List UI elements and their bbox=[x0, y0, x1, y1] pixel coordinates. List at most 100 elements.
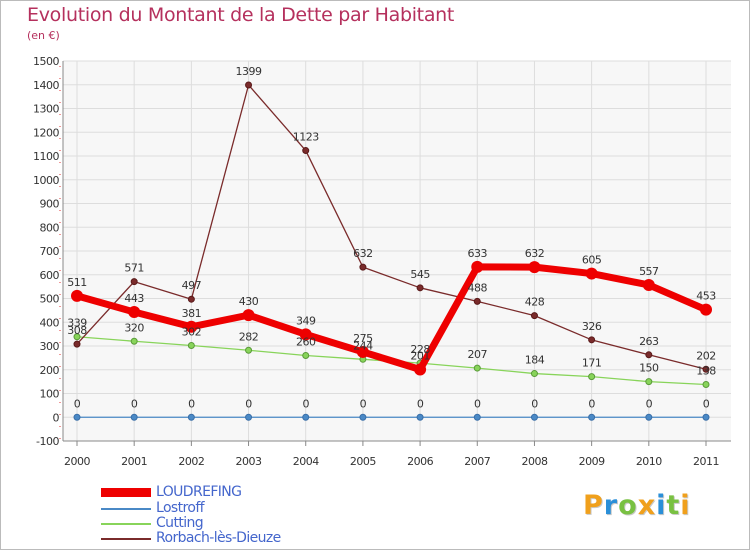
x-tick-label: 2001 bbox=[121, 455, 147, 468]
data-point bbox=[242, 309, 255, 322]
data-point bbox=[359, 413, 367, 421]
x-tick-label: 2009 bbox=[579, 455, 605, 468]
data-label: 453 bbox=[696, 290, 716, 303]
data-label: 150 bbox=[639, 362, 659, 375]
y-tick-label: 500 bbox=[40, 293, 60, 306]
data-point bbox=[130, 337, 138, 345]
chart-title: Evolution du Montant de la Dette par Hab… bbox=[27, 4, 455, 26]
data-point bbox=[530, 370, 538, 378]
legend-swatch bbox=[101, 488, 151, 497]
data-label: 263 bbox=[639, 335, 659, 348]
data-point bbox=[302, 352, 310, 359]
legend-label: LOUDREFING bbox=[156, 484, 242, 500]
data-label: 381 bbox=[182, 307, 202, 320]
data-point bbox=[588, 413, 596, 421]
data-label: 326 bbox=[582, 320, 602, 333]
data-point bbox=[73, 333, 81, 341]
y-tick-label: 1100 bbox=[33, 150, 59, 163]
data-point bbox=[416, 284, 424, 292]
data-label: 228 bbox=[410, 343, 430, 356]
y-tick-label: 1300 bbox=[33, 103, 59, 116]
data-label: 282 bbox=[239, 330, 259, 343]
data-point bbox=[130, 278, 138, 286]
data-label: 202 bbox=[696, 349, 716, 362]
series-line bbox=[73, 263, 710, 374]
chart-subtitle: (en €) bbox=[27, 29, 60, 42]
data-point bbox=[473, 413, 481, 421]
data-label: 184 bbox=[525, 354, 545, 367]
data-label: 497 bbox=[182, 279, 202, 292]
data-label: 511 bbox=[67, 276, 87, 289]
data-label: 138 bbox=[696, 364, 716, 377]
data-label: 0 bbox=[703, 397, 710, 410]
series-rorbach-les-dieuze bbox=[73, 81, 710, 373]
data-point bbox=[73, 340, 81, 348]
data-label: 545 bbox=[410, 268, 430, 281]
data-point bbox=[416, 413, 424, 421]
data-label: 260 bbox=[296, 336, 316, 349]
data-label: 0 bbox=[74, 397, 81, 410]
data-point bbox=[73, 413, 81, 421]
data-label: 302 bbox=[182, 326, 202, 339]
data-point bbox=[302, 413, 310, 421]
x-tick-label: 2003 bbox=[236, 455, 262, 468]
data-point bbox=[700, 303, 712, 316]
data-point bbox=[185, 320, 198, 333]
logo-letter: x bbox=[637, 490, 657, 521]
data-label: 428 bbox=[525, 296, 545, 309]
data-point bbox=[702, 365, 710, 373]
data-point bbox=[187, 342, 195, 350]
x-tick-label: 2010 bbox=[636, 455, 662, 468]
data-label: 443 bbox=[124, 292, 144, 305]
logo-letter: P bbox=[583, 490, 604, 521]
data-point bbox=[245, 346, 253, 354]
data-labels: 0 0 0 0 0 0 0 0 0 0 0 0 339 320 302 282 260 244 228 207 184 1… bbox=[67, 65, 716, 410]
data-point bbox=[128, 306, 141, 319]
legend-swatch bbox=[101, 538, 151, 540]
logo-letter: r bbox=[603, 490, 619, 521]
y-tick-label: 100 bbox=[40, 388, 60, 401]
legend-label: Lostroff bbox=[156, 500, 205, 516]
data-point bbox=[71, 289, 83, 302]
data-label: 632 bbox=[525, 247, 545, 260]
y-tick-label: 300 bbox=[40, 340, 60, 353]
data-point bbox=[245, 81, 253, 89]
y-tick-label: 1200 bbox=[33, 126, 59, 139]
x-tick-label: 2007 bbox=[464, 455, 490, 468]
data-label: 557 bbox=[639, 265, 659, 278]
x-tick-label: 2006 bbox=[407, 455, 433, 468]
x-tick-label: 2002 bbox=[178, 455, 204, 468]
y-tick-label: 400 bbox=[40, 316, 60, 329]
data-label: 605 bbox=[582, 254, 602, 267]
data-label: 349 bbox=[296, 314, 316, 327]
data-point bbox=[702, 413, 710, 421]
logo-letter: o bbox=[618, 490, 638, 521]
data-point bbox=[530, 312, 538, 320]
y-tick-label: 900 bbox=[40, 198, 60, 211]
y-tick-label: 1400 bbox=[33, 79, 59, 92]
data-label: 0 bbox=[588, 397, 595, 410]
data-point bbox=[588, 373, 596, 381]
logo-letter: t bbox=[666, 490, 681, 521]
data-label: 488 bbox=[468, 281, 488, 294]
data-label: 633 bbox=[468, 247, 488, 260]
data-label: 1399 bbox=[236, 65, 262, 78]
y-tick-label: -100 bbox=[36, 435, 59, 448]
data-point bbox=[473, 297, 481, 305]
legend-swatch bbox=[101, 523, 151, 525]
proxiti-logo: Proxiti bbox=[583, 490, 691, 521]
data-label: 308 bbox=[67, 324, 87, 337]
y-tick-label: 200 bbox=[40, 364, 60, 377]
x-tick-label: 2008 bbox=[521, 455, 547, 468]
data-label: 0 bbox=[646, 397, 653, 410]
data-label: 0 bbox=[360, 397, 367, 410]
y-tick-label: 600 bbox=[40, 269, 60, 282]
data-point bbox=[642, 278, 655, 291]
data-point bbox=[356, 345, 369, 358]
data-point bbox=[130, 413, 138, 421]
x-tick-label: 2000 bbox=[64, 455, 90, 468]
logo-letter: i bbox=[680, 490, 691, 521]
data-label: 339 bbox=[67, 317, 87, 330]
series-line bbox=[76, 84, 707, 370]
data-label: 320 bbox=[124, 321, 144, 334]
